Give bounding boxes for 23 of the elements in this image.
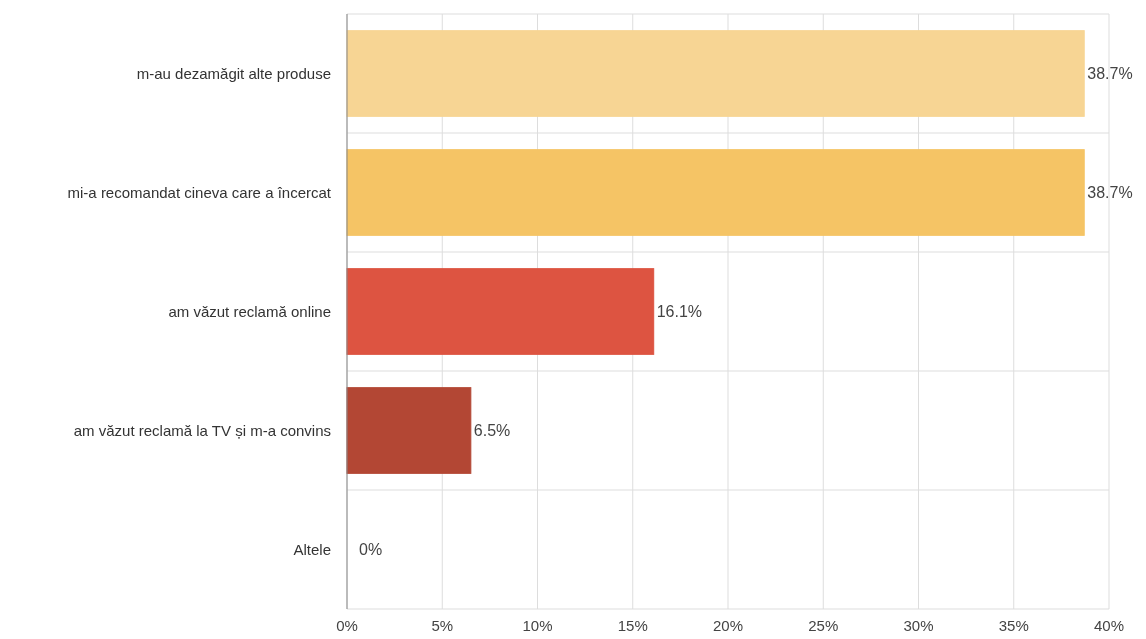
data-label: 16.1% xyxy=(656,303,703,321)
x-tick-label: 20% xyxy=(712,617,744,634)
data-label: 0% xyxy=(359,541,383,559)
y-tick-label: mi-a recomandat cineva care a încercat xyxy=(67,183,332,201)
y-tick-label: m-au dezamăgit alte produse xyxy=(136,64,331,82)
x-tick-label: 10% xyxy=(522,617,553,634)
y-tick-label: am văzut reclamă la TV și m-a convins xyxy=(73,421,331,439)
bar xyxy=(346,387,472,474)
data-label: 6.5% xyxy=(473,422,511,440)
bar xyxy=(346,149,1085,236)
x-tick-label: 5% xyxy=(431,617,454,634)
y-tick-label: Altele xyxy=(293,540,331,558)
x-tick-label: 0% xyxy=(336,617,358,634)
bar xyxy=(346,30,1085,117)
data-label: 38.7% xyxy=(1087,184,1133,202)
y-tick-label: am văzut reclamă online xyxy=(168,302,331,320)
x-tick-label: 35% xyxy=(998,617,1029,634)
data-label: 38.7% xyxy=(1087,65,1133,83)
x-tick-label: 40% xyxy=(1093,617,1125,634)
x-tick-label: 25% xyxy=(808,617,839,634)
x-tick-label: 15% xyxy=(617,617,648,634)
x-tick-label: 30% xyxy=(903,617,934,634)
bar xyxy=(346,268,655,355)
